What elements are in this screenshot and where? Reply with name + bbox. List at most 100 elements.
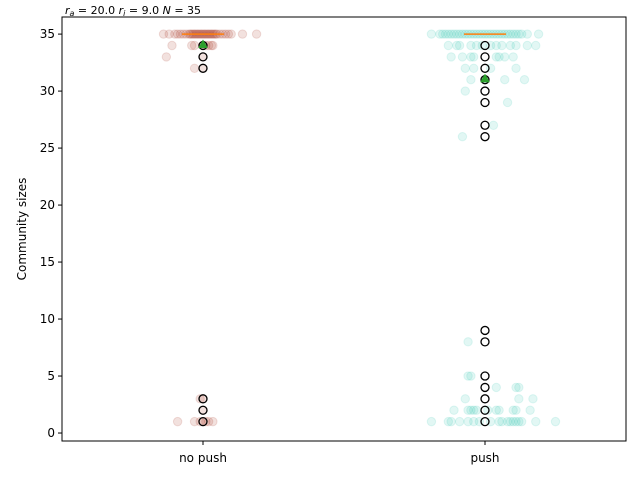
scatter-point (449, 405, 459, 415)
scatter-point (511, 40, 521, 51)
scatter-point (550, 416, 561, 427)
scatter-point (452, 40, 462, 51)
summary-markers (182, 33, 506, 83)
scatter-point (454, 416, 465, 427)
scatter-point (438, 29, 448, 39)
outlier-marker (198, 63, 208, 73)
scatter-point (469, 63, 479, 73)
scatter-point (514, 394, 524, 404)
scatter-point (466, 405, 476, 415)
scatter-point (491, 40, 501, 51)
scatter-point (426, 416, 437, 427)
y-axis-label: Community sizes (15, 178, 29, 281)
scatter-point (491, 405, 501, 415)
scatter-point (514, 382, 524, 393)
title-value: = 35 (171, 4, 201, 17)
title-symbol: r (119, 4, 125, 17)
scatter-point (457, 131, 468, 142)
scatter-point (440, 29, 451, 39)
outlier-marker (480, 97, 490, 108)
y-tick-label: 5 (47, 369, 55, 383)
scatter-point (466, 371, 476, 381)
outlier-marker (198, 416, 208, 427)
scatter-point (514, 416, 524, 427)
scatter-point (158, 29, 169, 39)
plot-area (61, 16, 627, 442)
scatter-point (164, 29, 174, 39)
scatter-point (195, 394, 205, 404)
scatter-point (502, 97, 513, 108)
scatter-point (516, 416, 527, 427)
scatter-point (511, 29, 521, 39)
scatter-point (494, 416, 504, 427)
scatter-point (170, 29, 180, 39)
scatter-point (469, 405, 479, 415)
x-tick-label: no push (179, 451, 227, 465)
scatter-point (443, 40, 454, 51)
outlier-marker (198, 405, 208, 415)
outlier-marker (480, 405, 490, 415)
scatter-point (491, 52, 501, 62)
outlier-marker (198, 394, 208, 404)
outlier-marker (480, 63, 490, 73)
outlier-markers (198, 40, 490, 427)
outlier-marker (198, 52, 208, 62)
scatter-point (463, 337, 473, 347)
scatter-point (435, 29, 445, 39)
scatter-point (466, 74, 476, 85)
scatter-point (505, 40, 516, 51)
scatter-point (187, 40, 197, 51)
outlier-marker (480, 394, 490, 404)
scatter-point (469, 416, 479, 427)
scatter-point (466, 40, 476, 51)
scatter-point (514, 29, 524, 39)
outlier-marker (480, 416, 490, 427)
scatter-point (497, 40, 507, 51)
scatter-point (511, 63, 521, 73)
scatter-point (500, 74, 510, 85)
scatter-point (469, 52, 479, 62)
scatter-point (508, 29, 518, 39)
scatter-point (511, 382, 521, 393)
scatter-points (158, 29, 561, 427)
scatter-point (497, 416, 507, 427)
scatter-point (511, 416, 521, 427)
chart-title-text: ra = 20.0 ri = 9.0 N = 35 (65, 4, 201, 18)
title-subscript: i (123, 9, 126, 18)
title-symbol: N (163, 4, 171, 17)
title-symbol: r (65, 4, 71, 17)
title-subscript: a (70, 9, 75, 18)
outlier-marker (480, 120, 490, 130)
y-tick-label: 15 (40, 255, 55, 269)
y-tick-label: 25 (40, 141, 55, 155)
y-tick-label: 35 (40, 27, 55, 41)
scatter-point (208, 416, 218, 427)
scatter-point (463, 371, 473, 381)
title-value: = 20.0 (74, 4, 118, 17)
scatter-point (491, 382, 501, 393)
scatter-point (471, 405, 482, 415)
x-tick-label: push (470, 451, 499, 465)
scatter-point (522, 29, 532, 39)
scatter-point (460, 63, 470, 73)
y-tick-label: 0 (47, 426, 55, 440)
y-tick-label: 20 (40, 198, 55, 212)
scatter-point (494, 52, 504, 62)
scatter-point (195, 416, 205, 427)
scatter-point (443, 416, 454, 427)
y-tick-label: 10 (40, 312, 55, 326)
outlier-marker (480, 325, 490, 336)
outlier-marker (480, 371, 490, 381)
scatter-point (525, 405, 535, 415)
scatter-point (208, 40, 218, 51)
scatter-point (172, 416, 183, 427)
scatter-point (519, 74, 530, 85)
scatter-point (508, 52, 518, 62)
scatter-point (522, 40, 532, 51)
scatter-point (500, 52, 510, 62)
scatter-point (237, 29, 248, 39)
scatter-point (508, 405, 518, 415)
scatter-point (531, 40, 541, 51)
scatter-point (223, 29, 234, 39)
scatter-point (488, 120, 499, 130)
